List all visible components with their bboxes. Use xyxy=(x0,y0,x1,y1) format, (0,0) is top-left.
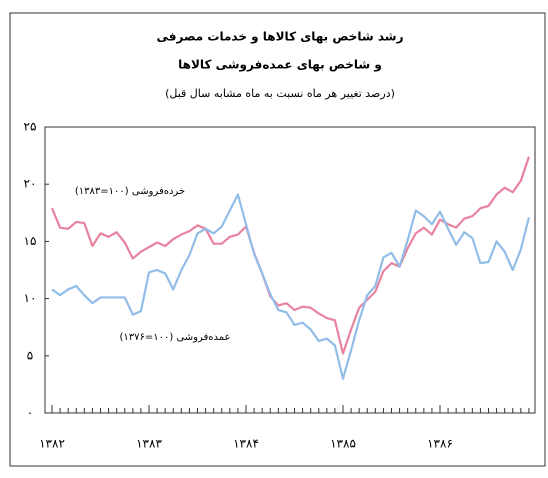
y-tick-label: ۲۵ xyxy=(24,120,37,134)
series-line xyxy=(51,193,530,380)
y-tick-label: ۲۰ xyxy=(24,177,37,191)
series-label: خرده‌فروشی (۱۰۰=۱۳۸۳) xyxy=(75,186,185,197)
x-tick-label: ۱۳۸۳ xyxy=(136,437,162,451)
chart-subtitle: و شاخص بهای عمده‌فروشی کالاها xyxy=(178,58,382,73)
plot-area xyxy=(44,126,536,414)
x-tick-label: ۱۳۸۶ xyxy=(427,437,453,451)
y-tick-label: ۱۵ xyxy=(24,234,37,248)
y-tick-label: ۱۰ xyxy=(24,291,37,305)
x-tick-label: ۱۳۸۵ xyxy=(330,437,356,451)
x-tick-label: ۱۳۸۲ xyxy=(39,437,65,451)
chart-title: رشد شاخص بهای کالاها و خدمات مصرفی xyxy=(157,30,404,45)
chart-note: (درصد تغییر هر ماه نسبت به ماه مشابه سال… xyxy=(165,87,395,100)
x-tick-label: ۱۳۸۴ xyxy=(233,437,259,451)
y-tick-label: ۰ xyxy=(27,406,33,420)
series-label: عمده‌فروشی (۱۰۰=۱۳۷۶) xyxy=(119,332,230,343)
y-tick-label: ۵ xyxy=(27,348,33,362)
series-line xyxy=(50,156,530,355)
